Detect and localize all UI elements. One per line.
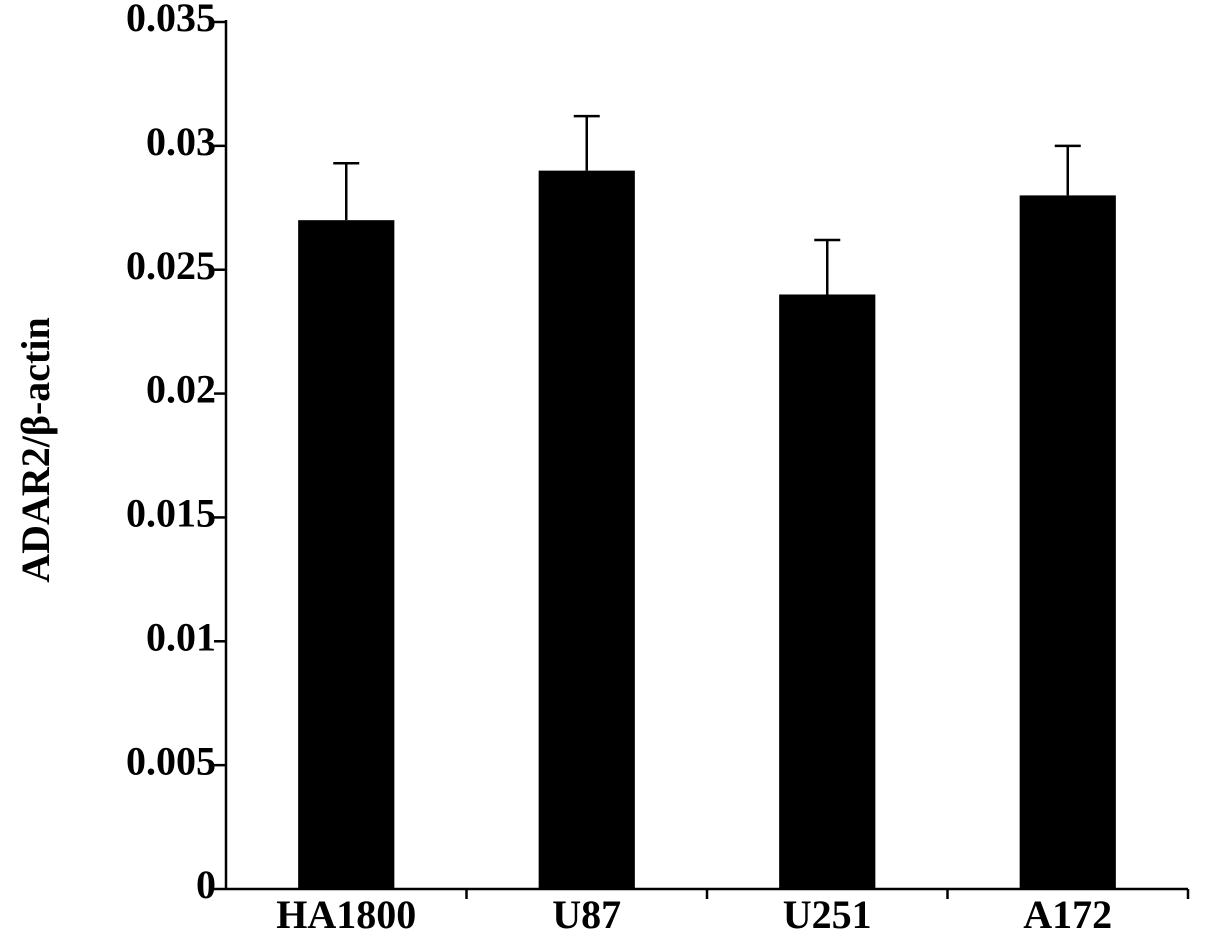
y-tick-label: 0.005 [126,738,216,783]
y-tick-label: 0 [196,862,216,907]
bar [1019,195,1116,889]
error-bar [573,114,600,171]
bar [538,170,635,890]
y-tick-label: 0.035 [126,0,216,40]
error-bar [333,161,360,221]
x-tick-label: HA1800 [276,892,416,937]
y-tick-label: 0.015 [126,491,216,536]
error-bar [814,238,841,295]
bar [779,294,876,889]
y-tick-label: 0.02 [146,367,216,412]
x-tick-label: U251 [783,892,872,937]
bar [298,220,395,889]
x-tick-label: U87 [552,892,621,937]
y-tick-label: 0.03 [146,119,216,164]
error-bar [1054,144,1081,196]
y-tick-label: 0.025 [126,243,216,288]
y-axis-label: ADAR2/β-actin [13,317,58,583]
y-tick-label: 0.01 [146,614,216,659]
x-tick-label: A172 [1023,892,1112,937]
